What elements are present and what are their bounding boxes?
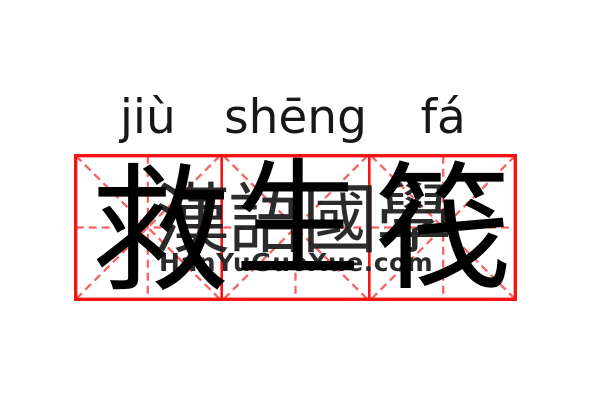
- watermark-site-text: HanYuGuoXue.com: [159, 248, 434, 277]
- hanzi-cell-1: 救: [74, 154, 230, 301]
- hanzi-glyph-2: 生: [234, 146, 361, 294]
- hanzi-row: 救 生 筏: [74, 154, 517, 301]
- mi-zi-ge-grid: [74, 154, 517, 301]
- grid-cell-2-guides: [222, 154, 369, 301]
- grid-cell-3-guides: [370, 154, 517, 301]
- grid-cell-1-guides: [74, 154, 221, 301]
- watermark-cjk-text: 漢語國學: [154, 175, 452, 264]
- hanzi-glyph-1: 救: [91, 150, 230, 312]
- hanzi-cell-2: 生: [222, 154, 370, 301]
- pinyin-row: jiù shēng fá: [74, 86, 517, 150]
- grid-svg: [74, 154, 517, 301]
- hanzi-cell-3: 筏: [369, 154, 517, 301]
- pinyin-syllable-2: shēng: [224, 90, 367, 145]
- pinyin-syllable-1: jiù: [119, 90, 176, 145]
- pinyin-syllable-3: fá: [420, 90, 466, 145]
- hanzi-glyph-3: 筏: [374, 148, 513, 310]
- grid-frame: [74, 154, 517, 301]
